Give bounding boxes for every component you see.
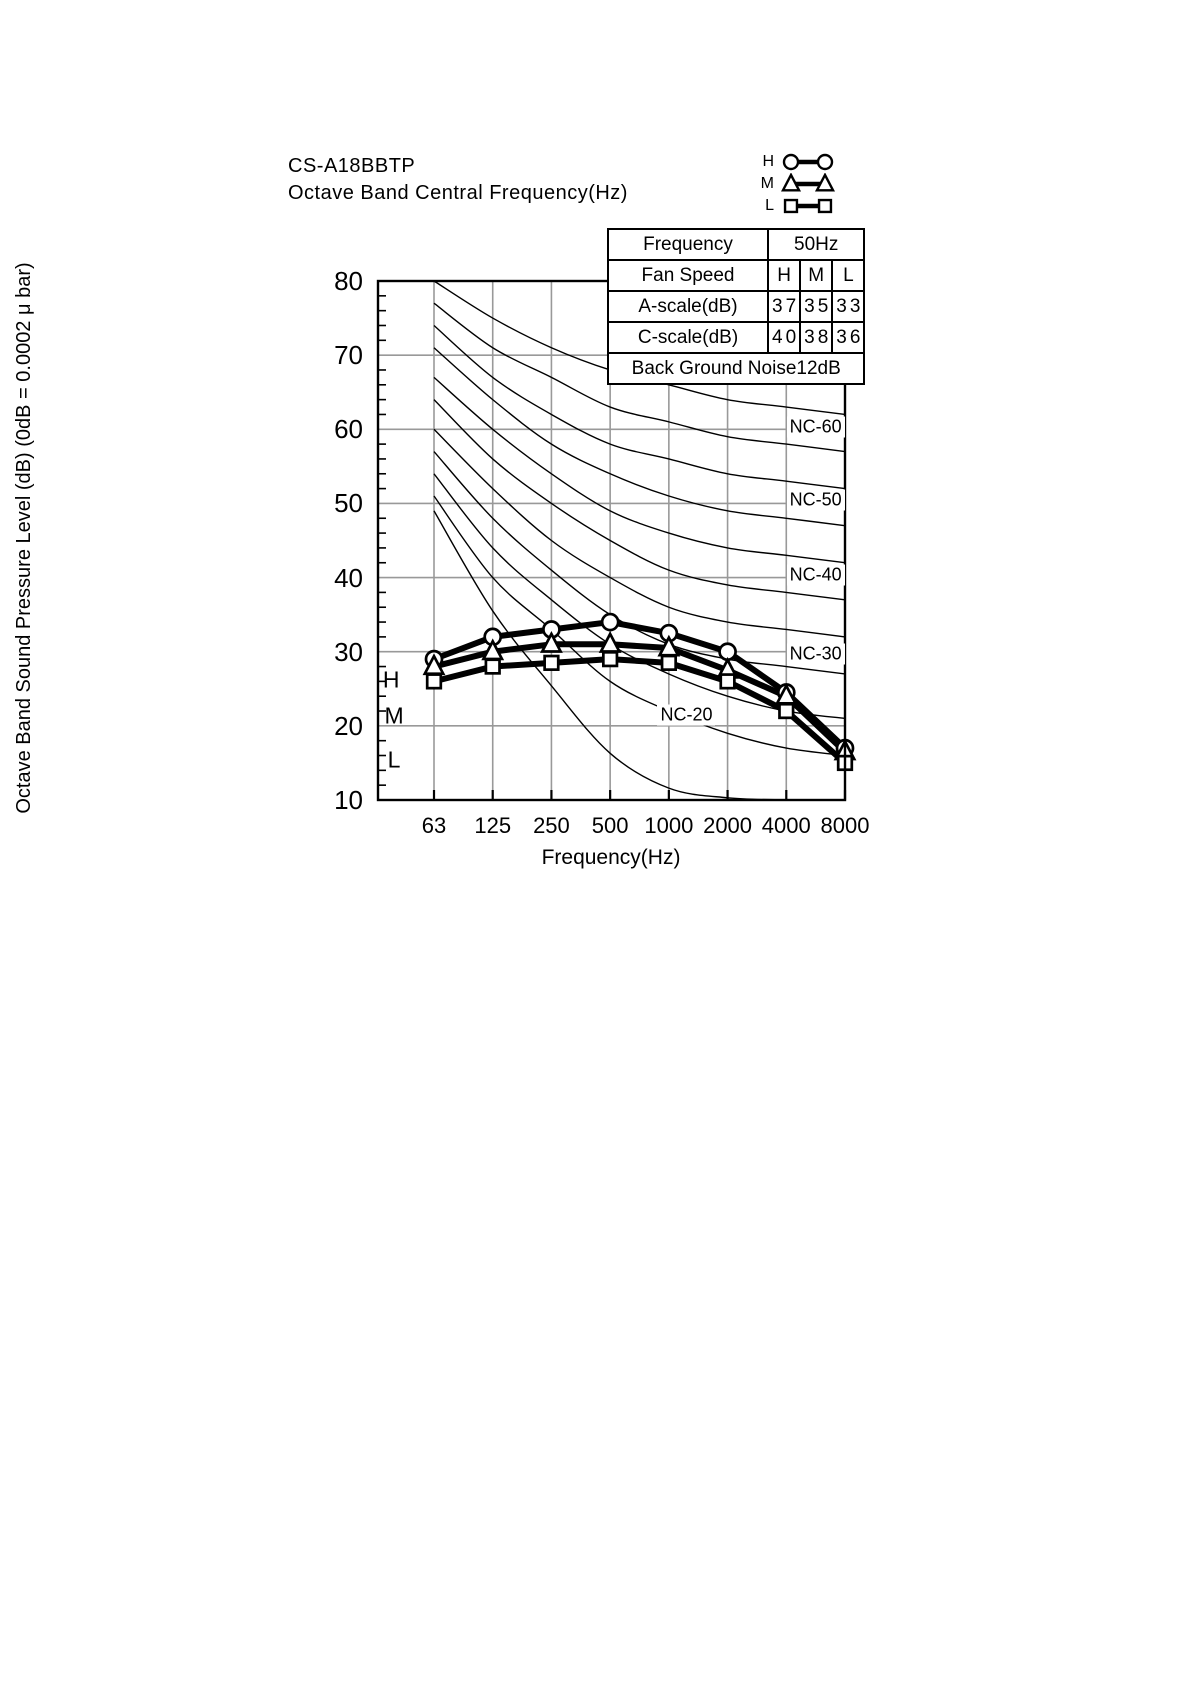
spec-fan-speed-label: Fan Speed: [607, 259, 769, 292]
nc-curve-nc-40: [433, 399, 846, 601]
square-marker: [660, 654, 678, 671]
square-marker: [425, 673, 443, 690]
circle-marker: [600, 612, 620, 632]
chart-title-block: CS-A18BBTP Octave Band Central Frequency…: [288, 153, 628, 207]
square-marker: [778, 702, 795, 720]
spec-speed-header: L: [831, 259, 866, 292]
spec-frequency-value: 50Hz: [766, 228, 866, 261]
series-line-L: [431, 656, 848, 766]
triangle-legend-symbol: [781, 173, 835, 192]
spec-a-scale-label: A-scale(dB): [607, 290, 769, 323]
series-markers-L: [425, 650, 854, 772]
spec-frequency-label: Frequency: [607, 228, 769, 261]
square-marker: [543, 654, 560, 671]
model-number: CS-A18BBTP: [288, 155, 416, 177]
spec-c-scale-value: 40: [766, 321, 802, 354]
square-marker: [601, 650, 619, 668]
spec-c-scale-value: 36: [831, 321, 866, 354]
hearing-threshold-curve: [433, 510, 787, 801]
square-marker: [719, 673, 736, 690]
series-markers-H: [424, 612, 855, 758]
series-line-H: [431, 619, 848, 752]
square-marker: [484, 658, 501, 675]
chart-subtitle: Octave Band Central Frequency(Hz): [288, 182, 628, 204]
nc-curve-nc-55: [433, 324, 846, 490]
data-series: [422, 612, 857, 772]
spec-table: Frequency 50Hz Fan Speed H M L A-scale(dB) 37 35…: [606, 228, 866, 385]
nc-curve-nc-45: [433, 376, 846, 564]
square-legend-symbol: [783, 198, 833, 214]
nc-curve-nc-50: [433, 347, 846, 527]
x-axis-title: Frequency(Hz): [541, 846, 681, 869]
triangle-marker: [539, 630, 563, 653]
triangle-icon: [781, 173, 802, 192]
spec-speed-header: H: [766, 259, 802, 292]
nc-curve-nc-25: [433, 473, 846, 720]
axis-ticks: [378, 295, 847, 800]
spec-speed-header: M: [799, 259, 834, 292]
circle-icon: [782, 153, 800, 171]
legend-row-M: M: [758, 173, 835, 195]
nc-curve-nc-35: [433, 428, 846, 638]
spec-c-scale-value: 38: [799, 321, 834, 354]
square-icon: [817, 198, 833, 214]
nc-curves: [433, 280, 846, 801]
y-axis-title: Octave Band Sound Pressure Level (dB) (0…: [13, 262, 35, 814]
legend-row-L: L: [758, 195, 835, 217]
spec-a-scale-value: 35: [799, 290, 834, 323]
legend-label: L: [765, 197, 774, 214]
series-markers-M: [422, 630, 857, 761]
nc-curve-nc-20: [433, 495, 846, 757]
legend-label: H: [762, 153, 774, 170]
circle-icon: [816, 153, 834, 171]
legend-label: M: [760, 175, 774, 192]
circle-legend-symbol: [782, 153, 834, 171]
spec-a-scale-value: 37: [766, 290, 802, 323]
series-line-M: [431, 641, 848, 755]
spec-c-scale-label: C-scale(dB): [607, 321, 769, 354]
spec-a-scale-value: 33: [831, 290, 866, 323]
square-icon: [783, 198, 799, 214]
legend-row-H: H: [758, 151, 835, 173]
nc-chart: [376, 279, 857, 802]
triangle-icon: [814, 173, 835, 192]
spec-background-noise: Back Ground Noise12dB: [606, 352, 866, 385]
nc-curve-nc-60: [433, 302, 846, 453]
